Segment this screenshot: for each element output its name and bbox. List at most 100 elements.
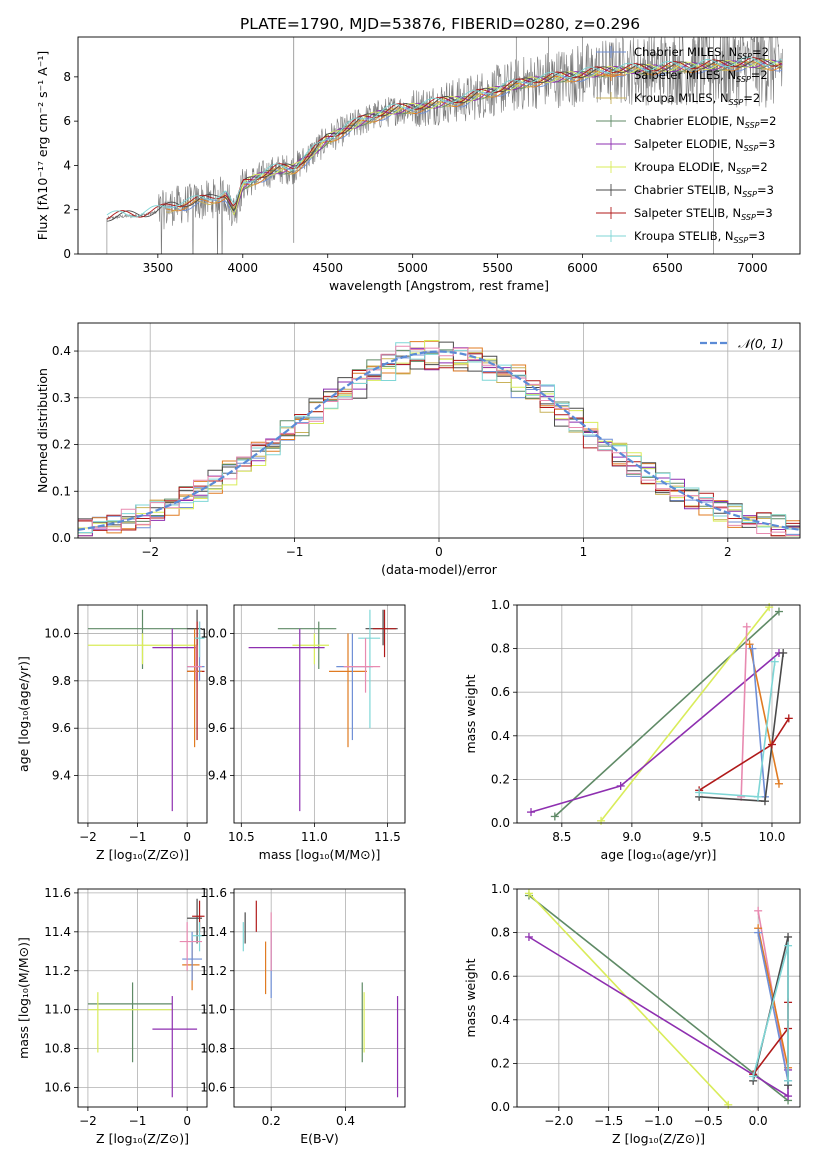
model-line-kroupa_elodie [225,58,783,216]
legend-text: Chabrier MILES, N [634,45,737,59]
x-tick-label: 0.2 [262,1114,281,1128]
legend-sub: SSP [741,213,756,222]
panel-age_vs_Z: −2 −1 0 9.4 9.6 9.8 10.0 Z [log₁₀(Z/Z⊙)] age [lo… [16,604,208,862]
legend-label-kroupa_elodie: Kroupa ELODIE, NSSP=2 [634,160,768,176]
y-tick-label: 0.4 [491,1013,510,1027]
panel-weight_vs_Z: −2.0 −1.5 −1.0 −0.5 0.0 0.0 0.2 0.4 0.6 0.8 1.0 Z [… [463,882,801,1146]
x-tick-label: −1 [286,545,304,559]
model-line-kroupa_stelib [106,56,782,218]
axes-frame [77,604,208,824]
model-line-salpeter_stelib [106,57,782,220]
y-tick-label: 10.6 [44,1081,71,1095]
y-tick-label: 8 [63,70,71,84]
x-tick-label: −2 [79,830,97,844]
x-tick-label: 0 [435,545,443,559]
y-tick-label: 0.6 [491,969,510,983]
axes-frame [77,888,208,1108]
legend-sub: SSP [742,190,757,199]
weight-line-kroupa_elodie [600,606,770,822]
y-tick-label: 0.6 [491,685,510,699]
plot-area [87,609,205,812]
legend-text: Kroupa MILES, N [634,91,729,105]
x-tick-label: 3500 [143,261,174,275]
x-tick-label: 0 [183,830,191,844]
legend-text: Chabrier STELIB, N [634,183,742,197]
x-axis-label: Z [log₁₀(Z/Z⊙)] [612,1131,705,1146]
y-tick-label: 0.0 [491,1100,510,1114]
y-tick-label: 11.6 [44,886,71,900]
plot-area [95,37,783,254]
legend-val: =2 [751,160,768,174]
y-tick-label: 1.0 [491,598,510,612]
legend-sub: SSP [736,75,751,84]
x-tick-label: 9.5 [692,830,711,844]
panel-mass_vs_ebv: 0.2 0.4 10.6 10.8 11.0 11.2 11.4 11.6 E(B-V) [200,886,406,1146]
y-tick-label: 4 [63,158,71,172]
panel-residuals: −2 −1 0 1 2 0.0 0.1 0.2 0.3 0.4 (data-model)/error… [35,322,801,577]
y-tick-label: 0.2 [491,772,510,786]
y-axis-label: Flux [fλ10⁻¹⁷ erg cm⁻² s⁻¹ A⁻¹] [35,51,50,240]
y-tick-label: 1.0 [491,882,510,896]
legend-sub: SSP [745,121,760,130]
x-axis-label: E(B-V) [300,1131,339,1146]
y-tick-label: 9.6 [52,721,71,735]
y-tick-label: 10.6 [200,1081,227,1095]
plot-area [78,340,800,537]
legend-label-salpeter_miles: Salpeter MILES, NSSP=2 [634,68,768,84]
axes-frame [233,888,406,1108]
x-tick-label: 2 [724,545,732,559]
x-axis-label: Z [log₁₀(Z/Z⊙)] [96,847,189,862]
x-axis-label: (data-model)/error [381,562,498,577]
y-tick-label: 0.4 [491,729,510,743]
y-tick-label: 0.2 [52,438,71,452]
legend-text: Salpeter MILES, N [634,68,736,82]
plot-area [248,609,398,812]
legend-sub: SSP [729,98,744,107]
plot-area [87,898,205,1098]
y-tick-label: 9.8 [52,674,71,688]
legend-label-kroupa_stelib: Kroupa STELIB, NSSP=3 [634,229,765,245]
y-tick-label: 11.4 [44,925,71,939]
legend-sub: SSP [734,236,749,245]
x-tick-label: 6500 [652,261,683,275]
axes-frame [233,604,406,824]
x-tick-label: 0.4 [336,1114,355,1128]
y-axis-label: mass [log₁₀(M/M⊙)] [16,937,31,1059]
y-tick-label: 2 [63,203,71,217]
legend-text: Kroupa STELIB, N [634,229,734,243]
weight-line-chabrier_miles [751,648,766,797]
weight-line-chabrier_elodie [554,610,780,818]
y-tick-label: 10.8 [200,1042,227,1056]
y-axis-label: mass weight [463,958,478,1037]
y-tick-label: 11.4 [200,925,227,939]
y-tick-label: 11.6 [200,886,227,900]
x-tick-label: 6000 [567,261,598,275]
y-axis-label: age [log₁₀(age/yr)] [16,656,31,772]
y-tick-label: 11.0 [44,1003,71,1017]
legend-val: =3 [748,229,765,243]
y-tick-label: 0.2 [491,1056,510,1070]
panel-spectrum: 3500 4000 4500 5000 5500 6000 6500 7000 0 2 4 6 8 wav… [35,36,801,293]
y-tick-label: 11.2 [200,964,227,978]
legend-text: Kroupa ELODIE, N [634,160,736,174]
weight-line-pink [740,626,748,797]
legend-val: =2 [752,45,769,59]
x-tick-label: −2 [141,545,159,559]
legend-val: =2 [743,91,760,105]
axes-frame [516,888,801,1108]
legend-label-chabrier_elodie: Chabrier ELODIE, NSSP=2 [634,114,776,130]
x-tick-label: 10.5 [228,830,255,844]
legend-val: =3 [756,206,773,220]
y-tick-label: 0.1 [52,484,71,498]
weight-line-chabrier_miles [757,932,789,1081]
y-tick-label: 10.0 [44,626,71,640]
x-tick-label: 11.0 [301,830,328,844]
legend-label-chabrier_miles: Chabrier MILES, NSSP=2 [634,45,769,61]
legend-label-salpeter_stelib: Salpeter STELIB, NSSP=3 [634,206,773,222]
normal-curve [78,350,800,531]
x-tick-label: −1.5 [594,1114,623,1128]
histogram-step-pink [78,345,800,537]
legend-val: =3 [757,183,774,197]
x-tick-label: −1 [129,1114,147,1128]
y-tick-label: 10.8 [44,1042,71,1056]
